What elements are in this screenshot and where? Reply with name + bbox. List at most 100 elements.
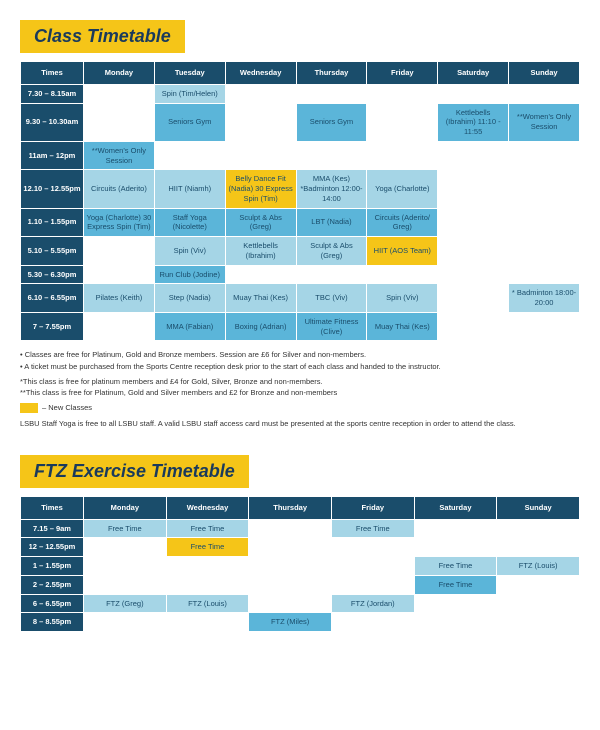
cell [297,85,367,103]
cell [84,266,154,284]
cell: Step (Nadia) [155,284,225,312]
col-times: Times [21,62,83,84]
cell [249,520,331,538]
cell [84,576,166,594]
time-cell: 7.15 – 9am [21,520,83,538]
cell [415,538,497,556]
cell [226,142,296,170]
col-saturday: Saturday [438,62,508,84]
cell: Free Time [415,557,497,575]
cell: Free Time [415,576,497,594]
col-friday: Friday [332,497,414,519]
note-line: LSBU Staff Yoga is free to all LSBU staf… [20,418,580,429]
cell [415,520,497,538]
time-cell: 8 – 8.55pm [21,613,83,631]
cell: Kettlebells (Ibrahim) [226,237,296,265]
time-cell: 5.10 – 5.55pm [21,237,83,265]
col-tuesday: Tuesday [155,62,225,84]
ftz-timetable: Times Monday Wednesday Thursday Friday S… [20,496,580,632]
cell [509,85,579,103]
cell [367,142,437,170]
cell: Ultimate Fitness (Clive) [297,313,367,341]
cell: Free Time [84,520,166,538]
cell: Muay Thai (Kes) [226,284,296,312]
table-row: 2 – 2.55pm Free Time [21,576,579,594]
cell: Spin (Viv) [367,284,437,312]
cell: Free Time [167,520,249,538]
time-cell: 1 – 1.55pm [21,557,83,575]
cell: Sculpt & Abs (Greg) [226,209,296,237]
note-line: • A ticket must be purchased from the Sp… [20,361,580,372]
cell [297,266,367,284]
cell: Seniors Gym [155,104,225,141]
cell: Belly Dance Fit (Nadia) 30 Express Spin … [226,170,296,207]
cell: Circuits (Aderito) [84,170,154,207]
new-class-swatch [20,403,38,413]
cell: LBT (Nadia) [297,209,367,237]
time-cell: 9.30 – 10.30am [21,104,83,141]
cell [509,266,579,284]
cell [226,85,296,103]
cell: Spin (Tim/Helen) [155,85,225,103]
cell: Boxing (Adrian) [226,313,296,341]
table-row: 6 – 6.55pm FTZ (Greg) FTZ (Louis) FTZ (J… [21,595,579,613]
time-cell: 12.10 – 12.55pm [21,170,83,207]
cell [84,313,154,341]
time-cell: 6.10 – 6.55pm [21,284,83,312]
col-times: Times [21,497,83,519]
cell [84,237,154,265]
col-thursday: Thursday [249,497,331,519]
note-line: **This class is free for Platinum, Gold … [20,387,580,398]
cell [249,595,331,613]
cell [497,595,579,613]
cell [438,85,508,103]
cell [497,520,579,538]
note-text: – New Classes [42,403,92,412]
col-sunday: Sunday [497,497,579,519]
notes-block: • Classes are free for Platinum, Gold an… [20,349,580,429]
table-row: 12.10 – 12.55pm Circuits (Aderito) HIIT … [21,170,579,207]
cell [367,104,437,141]
cell [84,557,166,575]
cell: FTZ (Louis) [497,557,579,575]
cell: **Women's Only Session [509,104,579,141]
col-wednesday: Wednesday [226,62,296,84]
col-friday: Friday [367,62,437,84]
cell: HIIT (AOS Team) [367,237,437,265]
cell: Staff Yoga (Nicolette) [155,209,225,237]
note-line: *This class is free for platinum members… [20,376,580,387]
cell [226,266,296,284]
cell: **Women's Only Session [84,142,154,170]
cell: Yoga (Charlotte) [367,170,437,207]
cell: FTZ (Louis) [167,595,249,613]
time-cell: 1.10 – 1.55pm [21,209,83,237]
cell: FTZ (Miles) [249,613,331,631]
ftz-timetable-title: FTZ Exercise Timetable [20,455,249,488]
table-row: 7 – 7.55pm MMA (Fabian) Boxing (Adrian) … [21,313,579,341]
cell: Pilates (Keith) [84,284,154,312]
note-line: – New Classes [20,402,580,413]
cell [297,142,367,170]
cell: Seniors Gym [297,104,367,141]
table-row: 6.10 – 6.55pm Pilates (Keith) Step (Nadi… [21,284,579,312]
cell: Circuits (Aderito/ Greg) [367,209,437,237]
time-cell: 5.30 – 6.30pm [21,266,83,284]
cell [249,557,331,575]
cell: MMA (Fabian) [155,313,225,341]
time-cell: 7 – 7.55pm [21,313,83,341]
cell [84,538,166,556]
cell: MMA (Kes) *Badminton 12:00-14:00 [297,170,367,207]
cell [438,209,508,237]
cell: Sculpt & Abs (Greg) [297,237,367,265]
cell [415,613,497,631]
cell: TBC (Viv) [297,284,367,312]
col-saturday: Saturday [415,497,497,519]
cell [509,209,579,237]
cell [509,170,579,207]
cell [84,104,154,141]
col-thursday: Thursday [297,62,367,84]
table-row: 1 – 1.55pm Free Time FTZ (Louis) [21,557,579,575]
cell [367,266,437,284]
table-row: 11am – 12pm **Women's Only Session [21,142,579,170]
cell: Free Time [167,538,249,556]
